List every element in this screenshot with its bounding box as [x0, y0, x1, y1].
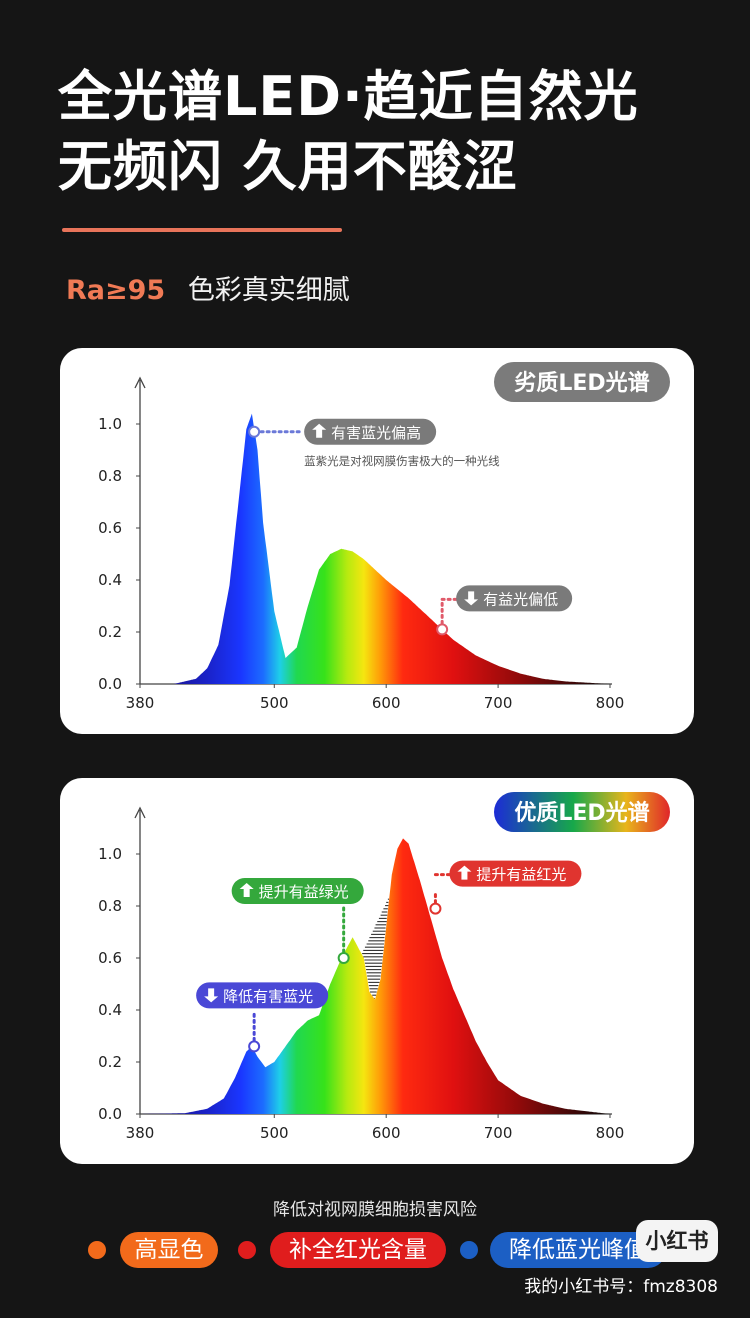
annotation-note: 蓝紫光是对视网膜伤害极大的一种光线	[304, 454, 500, 468]
annotation-pill	[456, 585, 573, 612]
annotation-label: 有益光偏低	[483, 590, 558, 608]
y-axis-arrow	[134, 806, 146, 819]
feature-pills: 高显色 补全红光含量 降低蓝光峰值	[88, 1232, 748, 1268]
pill-dot	[238, 1241, 256, 1259]
inferior-spectrum-card: 0.0 0.2 0.4 0.6 0.8 1.0 380 500 600 700 800 有害蓝光偏高蓝…	[60, 348, 694, 734]
annotation-marker	[337, 952, 350, 964]
pill-dot	[88, 1241, 106, 1259]
spectrum-badge-label: 优质LED光谱	[514, 800, 649, 826]
ra-value: Ra≥95	[66, 275, 166, 306]
y-tick-label: 0.0	[98, 1105, 122, 1123]
annotation-label: 提升有益绿光	[259, 883, 349, 901]
y-tick-label: 0.4	[98, 1001, 122, 1019]
y-tick-label: 0.8	[98, 467, 122, 485]
watermark-account: 我的小红书号：fmz8308	[524, 1277, 718, 1297]
spectrum-area	[140, 838, 610, 1114]
annotation-2: 提升有益红光	[429, 860, 582, 915]
x-tick-label: 700	[484, 1124, 513, 1142]
x-tick-label: 380	[126, 1124, 155, 1142]
annotation-1: 有益光偏低	[436, 585, 573, 636]
y-tick-label: 0.2	[98, 623, 122, 641]
annotation-pill	[231, 878, 364, 904]
pill-label: 补全红光含量	[270, 1232, 446, 1268]
arrow-up-icon	[312, 423, 327, 438]
x-tick-label: 500	[260, 1124, 289, 1142]
spectrum-badge-label: 劣质LED光谱	[514, 370, 649, 396]
arrow-up-icon	[239, 883, 254, 897]
y-tick-label: 0.6	[98, 519, 122, 537]
x-tick-label: 500	[260, 694, 289, 712]
footer-caption: 降低对视网膜细胞损害风险	[273, 1200, 477, 1220]
annotation-marker	[436, 623, 449, 636]
ra-feature: Ra≥95 色彩真实细腻	[66, 268, 350, 307]
arrow-up-icon	[457, 865, 472, 880]
spectrum-area	[140, 413, 610, 684]
headline: 全光谱LED·趋近自然光 无频闪 久用不酸涩	[58, 62, 738, 202]
annotation-1: 提升有益绿光	[231, 878, 364, 964]
annotation-marker	[248, 1040, 261, 1053]
annotation-label: 有害蓝光偏高	[331, 424, 421, 442]
spectrum-badge	[494, 362, 670, 402]
y-tick-label: 1.0	[98, 845, 122, 863]
title-divider	[62, 228, 342, 232]
y-tick-label: 0.4	[98, 571, 122, 589]
inferior-spectrum-chart: 0.0 0.2 0.4 0.6 0.8 1.0 380 500 600 700 800 有害蓝光偏高蓝…	[98, 362, 670, 712]
ra-description: 色彩真实细腻	[187, 275, 350, 306]
x-tick-label: 600	[372, 1124, 401, 1142]
annotation-0: 降低有害蓝光	[196, 982, 329, 1053]
annotation-pill	[196, 982, 329, 1009]
y-axis-arrow	[134, 376, 146, 389]
x-tick-label: 600	[372, 694, 401, 712]
y-tick-label: 0.8	[98, 897, 122, 915]
x-tick-label: 380	[126, 694, 155, 712]
x-tick-label: 800	[596, 694, 625, 712]
annotation-label: 提升有益红光	[476, 866, 566, 884]
annotation-pill	[304, 418, 437, 445]
arrow-down-icon	[204, 988, 219, 1003]
annotation-pill	[449, 860, 582, 887]
annotation-marker	[429, 902, 442, 915]
headline-line-2: 无频闪 久用不酸涩	[58, 135, 518, 198]
spectrum-badge	[494, 792, 670, 832]
y-tick-label: 1.0	[98, 415, 122, 433]
quality-spectrum-card: 0.0 0.2 0.4 0.6 0.8 1.0 380 500 600 700 800 降低有害蓝光 提…	[60, 778, 694, 1164]
arrow-down-icon	[464, 591, 479, 606]
annotation-label: 降低有害蓝光	[223, 987, 313, 1005]
pill-label: 高显色	[120, 1232, 218, 1268]
xiaohongshu-logo: 小红书	[636, 1220, 718, 1262]
x-tick-label: 800	[596, 1124, 625, 1142]
dip-hatching	[362, 898, 389, 999]
pill-dot	[460, 1241, 478, 1259]
x-tick-label: 700	[484, 694, 513, 712]
y-tick-label: 0.6	[98, 949, 122, 967]
y-tick-label: 0.2	[98, 1053, 122, 1071]
quality-spectrum-chart: 0.0 0.2 0.4 0.6 0.8 1.0 380 500 600 700 800 降低有害蓝光 提…	[98, 792, 670, 1142]
headline-line-1: 全光谱LED·趋近自然光	[58, 65, 639, 128]
annotation-marker	[248, 425, 261, 438]
y-tick-label: 0.0	[98, 675, 122, 693]
